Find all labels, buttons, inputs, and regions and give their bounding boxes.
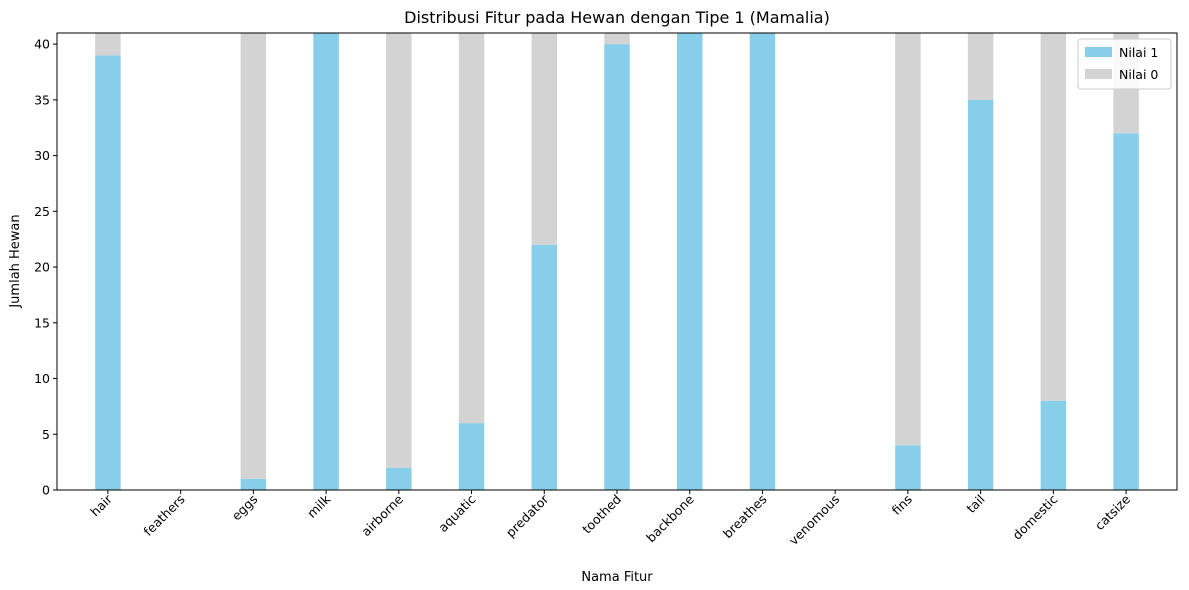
legend-label: Nilai 0 — [1119, 67, 1158, 82]
y-tick-label: 35 — [34, 92, 50, 107]
bar-nilai-1-predator — [531, 244, 557, 490]
y-tick-label: 20 — [34, 260, 50, 275]
bar-nilai-0-domestic — [1040, 33, 1067, 401]
y-tick-label: 0 — [42, 483, 50, 498]
y-tick-label: 25 — [34, 204, 50, 219]
x-tick-label-hair: hair — [87, 491, 115, 519]
x-tick-label-predator: predator — [503, 491, 552, 540]
bar-nilai-0-predator — [531, 33, 557, 245]
x-tick-label-fins: fins — [889, 492, 915, 518]
x-tick-label-tail: tail — [963, 492, 987, 516]
bar-nilai-1-airborne — [386, 467, 412, 490]
x-tick-label-venomous: venomous — [786, 492, 843, 549]
legend-swatch — [1085, 69, 1112, 79]
y-tick-label: 15 — [34, 315, 50, 330]
bar-nilai-1-catsize — [1113, 133, 1139, 490]
legend-swatch — [1085, 47, 1112, 57]
bar-nilai-0-fins — [895, 33, 921, 446]
x-tick-label-domestic: domestic — [1009, 491, 1060, 542]
x-tick-label-aquatic: aquatic — [435, 491, 479, 535]
y-axis-label: Jumlah Hewan — [8, 214, 23, 308]
bar-nilai-0-toothed — [604, 33, 630, 45]
x-tick-label-catsize: catsize — [1092, 491, 1134, 533]
y-tick-label: 40 — [34, 37, 50, 52]
bar-nilai-1-hair — [95, 55, 121, 490]
bar-nilai-1-milk — [313, 33, 339, 490]
bar-nilai-0-airborne — [386, 33, 412, 468]
x-tick-label-airborne: airborne — [358, 491, 406, 539]
bar-nilai-1-breathes — [749, 33, 776, 490]
bar-nilai-1-toothed — [604, 44, 630, 491]
x-tick-label-toothed: toothed — [579, 492, 624, 537]
y-axis-ticks: 0 5 10 15 20 25 30 35 40 — [34, 37, 57, 498]
x-tick-label-backbone: backbone — [643, 491, 697, 545]
bar-nilai-0-hair — [95, 33, 121, 56]
bars-group — [95, 33, 1139, 491]
bar-nilai-0-eggs — [240, 33, 267, 479]
bar-nilai-1-domestic — [1040, 400, 1067, 490]
bar-nilai-1-fins — [895, 445, 921, 490]
bar-nilai-0-aquatic — [458, 33, 485, 424]
bar-nilai-1-tail — [967, 99, 994, 490]
legend: Nilai 1 Nilai 0 — [1077, 38, 1172, 90]
y-tick-label: 5 — [42, 427, 50, 442]
y-tick-label: 30 — [34, 148, 50, 163]
bar-nilai-1-backbone — [677, 33, 703, 490]
x-axis-ticks: hair feathers eggs milk airborne aquatic preda… — [87, 490, 1133, 548]
plot-frame — [56, 32, 1178, 491]
legend-label: Nilai 1 — [1119, 45, 1158, 60]
x-axis-label: Nama Fitur — [581, 570, 653, 585]
x-tick-label-eggs: eggs — [229, 492, 261, 524]
y-tick-label: 10 — [34, 371, 50, 386]
bar-nilai-1-aquatic — [458, 423, 485, 490]
x-tick-label-feathers: feathers — [140, 492, 187, 539]
chart-title: Distribusi Fitur pada Hewan dengan Tipe … — [404, 8, 830, 27]
bar-nilai-1-eggs — [240, 478, 267, 490]
x-tick-label-breathes: breathes — [720, 492, 770, 542]
x-tick-label-milk: milk — [304, 491, 334, 521]
bar-nilai-0-tail — [967, 33, 994, 100]
